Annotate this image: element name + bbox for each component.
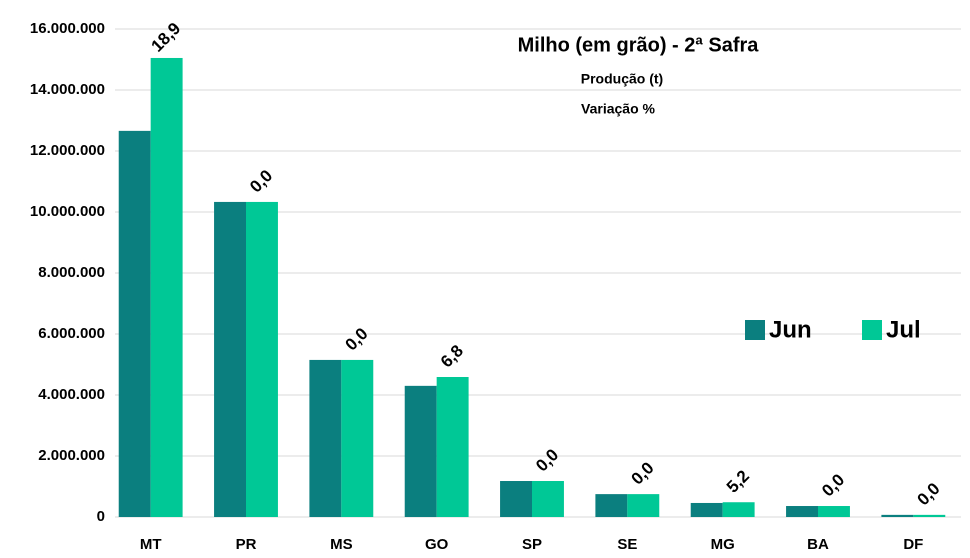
legend-swatch: [862, 320, 882, 340]
x-tick-label: SE: [617, 536, 637, 553]
chart-subtitle: Variação %: [581, 101, 655, 117]
y-tick-label: 10.000.000: [30, 203, 105, 220]
bar: [913, 514, 946, 517]
x-tick-label: MS: [330, 536, 353, 553]
bar: [595, 494, 628, 517]
bar: [532, 481, 564, 517]
bar: [246, 201, 278, 517]
x-tick-label: DF: [903, 536, 923, 553]
bar: [404, 385, 437, 517]
x-tick-label: PR: [236, 536, 257, 553]
y-tick-label: 0: [97, 508, 105, 525]
bar: [309, 359, 342, 517]
annotation: 0,0: [246, 166, 276, 196]
bar: [341, 359, 374, 517]
x-tick-label: SP: [522, 536, 542, 553]
legend-label: Jun: [769, 316, 812, 343]
chart-subtitle: Produção (t): [581, 71, 663, 87]
y-tick-label: 2.000.000: [38, 447, 105, 464]
bar: [786, 506, 818, 517]
annotation: 5,2: [723, 466, 753, 496]
x-tick-label: MG: [711, 536, 735, 553]
x-tick-label: GO: [425, 536, 449, 553]
annotation: 0,0: [818, 470, 848, 500]
chart-title: Milho (em grão) - 2ª Safra: [518, 34, 760, 56]
x-tick-label: MT: [140, 536, 162, 553]
y-tick-label: 8.000.000: [38, 264, 105, 281]
y-tick-label: 12.000.000: [30, 142, 105, 159]
annotation: 18,9: [147, 19, 184, 56]
bar: [118, 130, 151, 517]
x-tick-label: BA: [807, 536, 829, 553]
annotation: 6,8: [437, 341, 467, 371]
bar: [627, 494, 660, 517]
bar: [690, 502, 723, 517]
legend-swatch: [745, 320, 765, 340]
bar: [722, 502, 755, 517]
y-tick-label: 14.000.000: [30, 81, 105, 98]
bar: [500, 481, 532, 517]
bar: [436, 377, 469, 517]
y-tick-label: 6.000.000: [38, 325, 105, 342]
annotation: 0,0: [628, 458, 658, 488]
bar: [818, 506, 850, 517]
bar: [150, 57, 183, 517]
annotation: 0,0: [532, 445, 562, 475]
y-tick-label: 4.000.000: [38, 386, 105, 403]
bar: [881, 514, 914, 517]
annotation: 0,0: [342, 324, 372, 354]
annotation: 0,0: [914, 479, 944, 509]
y-tick-label: 16.000.000: [30, 20, 105, 37]
legend-label: Jul: [886, 316, 921, 343]
bar: [214, 201, 246, 517]
